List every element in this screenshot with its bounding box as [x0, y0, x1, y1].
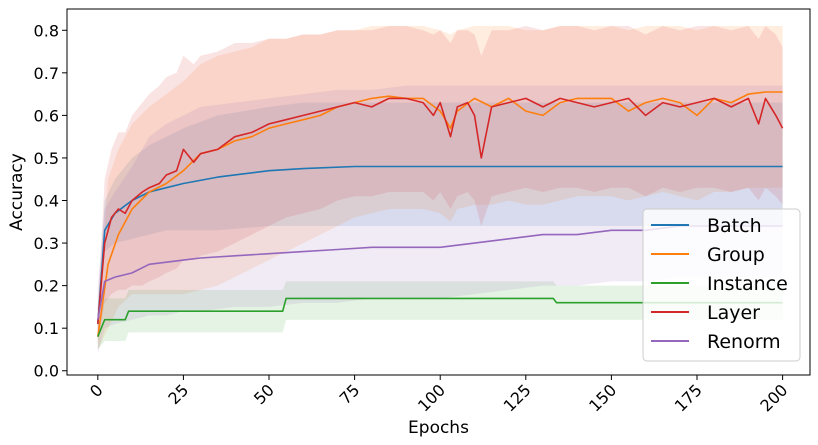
band-renorm: [97, 85, 783, 354]
legend-label-batch: Batch: [707, 215, 762, 237]
y-tick-label: 0.8: [34, 21, 59, 40]
x-tick-label: 200: [756, 380, 791, 415]
legend-label-group: Group: [707, 244, 765, 266]
line-layer: [97, 97, 784, 324]
band-group: [97, 26, 783, 350]
line-instance: [97, 297, 783, 337]
y-tick-label: 0.7: [34, 64, 59, 83]
band-instance: [97, 281, 783, 350]
legend-label-layer: Layer: [707, 302, 760, 324]
y-axis: 0.0 0.1 0.2 0.3 0.4 0.5 0.6 0.7 0.8: [34, 21, 67, 381]
x-tick-label: 150: [585, 380, 620, 415]
band-batch: [97, 102, 783, 337]
legend: Batch Group Instance Layer Renorm: [642, 208, 801, 362]
x-tick-label: 100: [414, 380, 449, 415]
y-axis-label: Accuracy: [7, 153, 27, 231]
y-tick-label: 0.5: [34, 149, 59, 168]
x-tick-label: 0: [86, 380, 107, 401]
x-tick-label: 75: [336, 380, 364, 408]
x-tick-label: 50: [250, 380, 278, 408]
legend-label-renorm: Renorm: [707, 331, 781, 353]
x-tick-label: 175: [671, 380, 706, 415]
y-tick-label: 0.1: [34, 319, 59, 338]
x-tick-label: 125: [500, 380, 535, 415]
y-tick-label: 0.3: [34, 234, 59, 253]
y-tick-label: 0.2: [34, 277, 59, 296]
x-axis-label: Epochs: [408, 418, 469, 438]
line-batch: [97, 165, 783, 324]
y-tick-label: 0.6: [34, 106, 59, 125]
y-tick-label: 0.0: [34, 362, 59, 381]
band-layer: [97, 26, 783, 341]
x-axis: 0 25 50 75 100 125 150 175 200: [86, 375, 791, 415]
legend-box: [642, 208, 801, 362]
confidence-bands: [97, 26, 783, 354]
plot-frame: [66, 8, 811, 376]
x-tick-label: 25: [164, 380, 192, 408]
y-tick-label: 0.4: [34, 192, 59, 211]
legend-label-instance: Instance: [707, 273, 788, 295]
